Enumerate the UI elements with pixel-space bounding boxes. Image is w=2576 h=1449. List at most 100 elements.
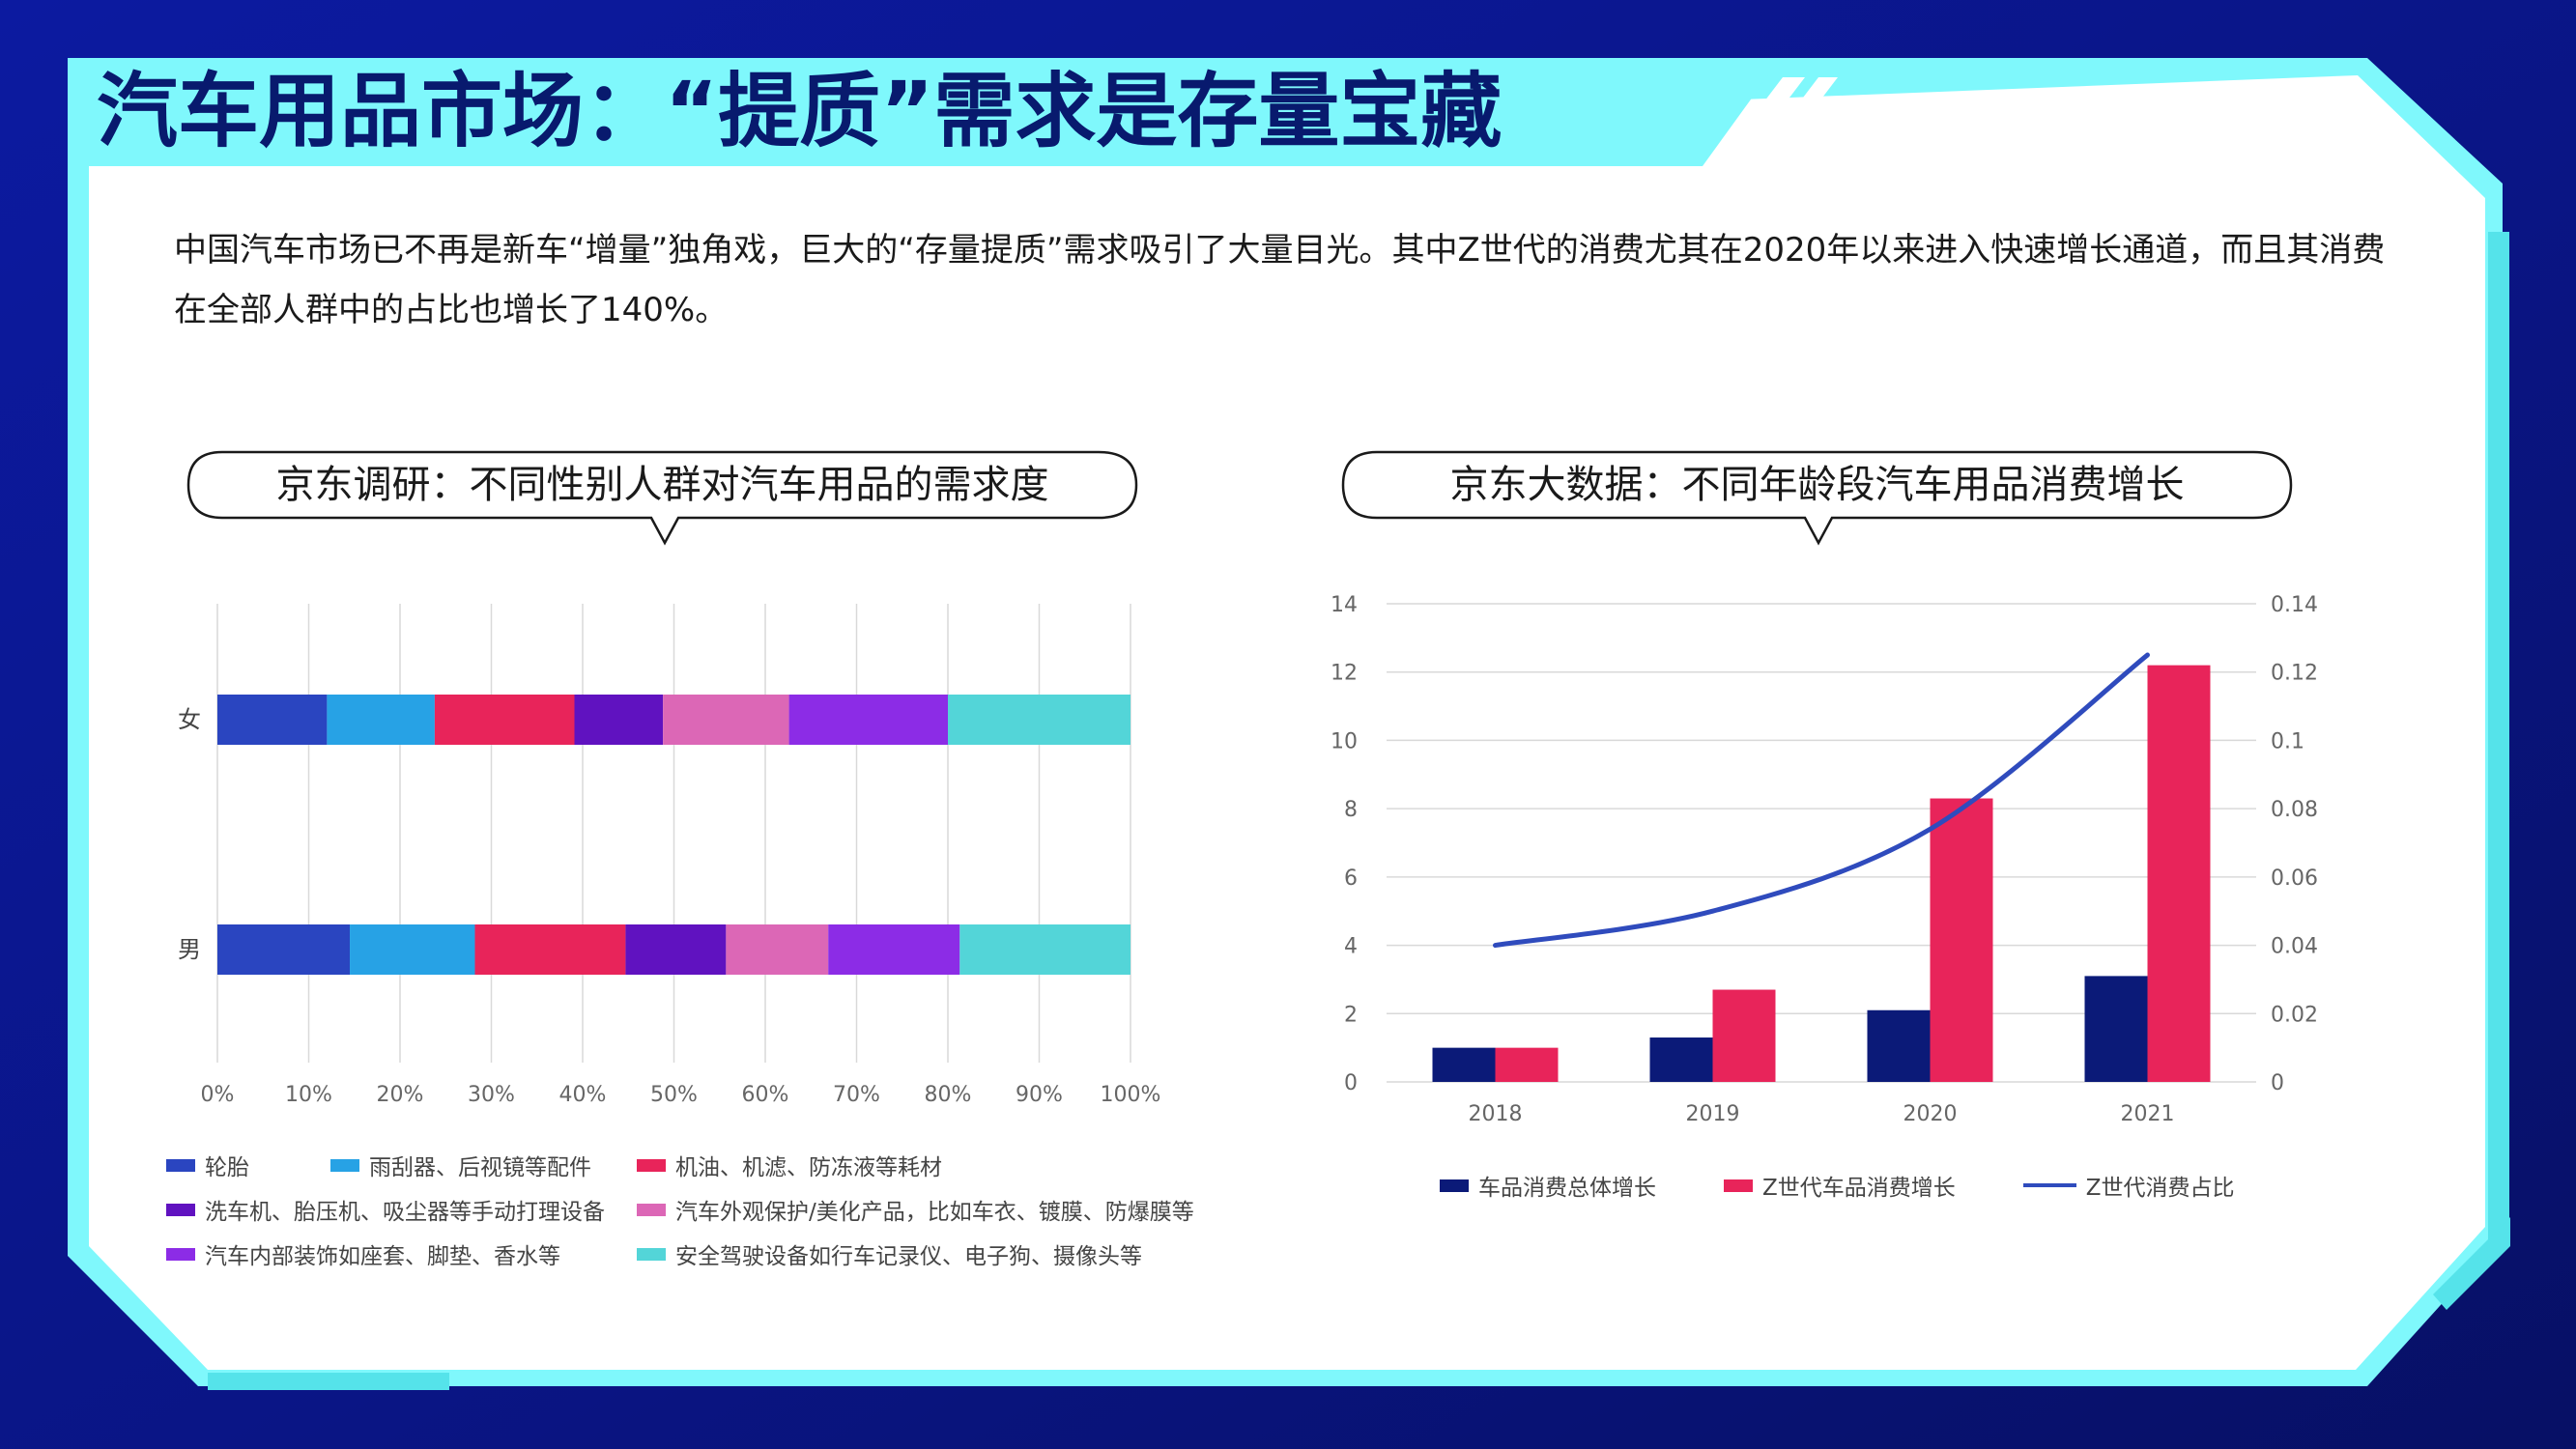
right-edge-accent <box>2488 232 2509 1246</box>
chart1-bar-segment <box>828 924 960 975</box>
chart1-x-tick-label: 70% <box>833 1083 880 1107</box>
intro-paragraph: 中国汽车市场已不再是新车“增量”独角戏，巨大的“存量提质”需求吸引了大量目光。其… <box>174 231 2386 329</box>
chart1-bar-segment <box>726 924 829 975</box>
gender-demand-chart: 0% 10% 20% 30% 40% 50% 60% 70% 80% 90% 100% 女男 <box>178 604 1161 1107</box>
chart1-bar-segment <box>217 924 351 975</box>
chart1-bar-segment <box>217 695 328 745</box>
chart1-bar-segment <box>350 924 475 975</box>
chart2-x-tick-label: 2020 <box>1903 1102 1958 1126</box>
legend-swatch <box>1724 1179 1753 1192</box>
chart2-bar <box>1867 1009 1931 1082</box>
chart2-bar <box>2084 976 2148 1082</box>
chart1-legend-row: 轮胎 雨刮器、后视镜等配件 机油、机滤、防冻液等耗材 <box>166 1149 1216 1181</box>
chart1-bar-segment <box>474 924 626 975</box>
chart2-x-tick-label: 2018 <box>1469 1102 1523 1126</box>
chart1-legend-item: 轮胎 <box>166 1149 330 1181</box>
legend-swatch <box>1440 1179 1469 1192</box>
legend-swatch <box>330 1158 359 1172</box>
legend-label: Z世代消费占比 <box>2085 1176 2235 1201</box>
chart1-legend-item: 雨刮器、后视镜等配件 <box>330 1149 637 1181</box>
chart1-legend-row: 洗车机、胎压机、吸尘器等手动打理设备 汽车外观保护/美化产品，比如车衣、镀膜、防爆… <box>166 1197 1216 1225</box>
legend-label: 安全驾驶设备如行车记录仪、电子狗、摄像头等 <box>675 1244 1142 1269</box>
chart1-x-tick-label: 30% <box>468 1083 515 1107</box>
chart2-bar <box>1712 989 1776 1082</box>
corner-accent <box>2433 1217 2510 1310</box>
chart1-x-tick-label: 10% <box>285 1083 332 1107</box>
legend-label: 机油、机滤、防冻液等耗材 <box>675 1155 942 1180</box>
chart2-y-tick-label: 8 <box>1344 798 1358 822</box>
chart1-x-tick-label: 90% <box>1016 1083 1063 1107</box>
legend-label: 车品消费总体增长 <box>1478 1176 1656 1201</box>
chart2-y-tick-label: 2 <box>1344 1003 1358 1027</box>
chart2-y-tick-label: 4 <box>1344 935 1358 959</box>
chart1-title-bubble <box>186 450 1138 546</box>
chart2-legend-item: Z世代车品消费增长 <box>1724 1169 1956 1202</box>
legend-swatch <box>166 1158 195 1172</box>
chart1-legend-item: 汽车外观保护/美化产品，比如车衣、镀膜、防爆膜等 <box>637 1193 1216 1226</box>
title-band <box>68 58 2106 166</box>
chart1-bar-segment <box>434 695 575 745</box>
page-title: 汽车用品市场：“提质”需求是存量宝藏 <box>97 64 1503 158</box>
chart2-y2-tick-label: 0.12 <box>2271 662 2318 686</box>
chart1-bar-segment <box>327 695 435 745</box>
title-stripe-1 <box>1715 77 1805 166</box>
chart1-x-tick-label: 40% <box>559 1083 607 1107</box>
bottom-edge-accent <box>208 1373 449 1390</box>
chart1-bar-segment <box>948 695 1131 745</box>
chart1-x-tick-label: 100% <box>1101 1083 1161 1107</box>
chart2-y2-tick-label: 0.08 <box>2271 798 2318 822</box>
chart1-legend-item: 汽车内部装饰如座套、脚垫、香水等 <box>166 1237 637 1270</box>
chart2-bar <box>1649 1037 1713 1082</box>
chart2-bar <box>2147 665 2211 1082</box>
chart2-y-tick-label: 0 <box>1344 1071 1358 1095</box>
legend-label: 汽车外观保护/美化产品，比如车衣、镀膜、防爆膜等 <box>675 1200 1194 1225</box>
chart2-y-tick-label: 12 <box>1331 662 1358 686</box>
legend-swatch <box>637 1203 666 1216</box>
chart1-bar-segment <box>663 695 789 745</box>
chart2-y-tick-label: 10 <box>1331 729 1358 753</box>
legend-swatch <box>637 1158 666 1172</box>
legend-swatch <box>166 1247 195 1261</box>
chart2-x-tick-label: 2019 <box>1686 1102 1740 1126</box>
chart2-legend-item: Z世代消费占比 <box>2022 1169 2235 1202</box>
chart1-legend-item: 安全驾驶设备如行车记录仪、电子狗、摄像头等 <box>637 1237 1216 1270</box>
chart2-y2-tick-label: 0.02 <box>2271 1003 2318 1027</box>
chart2-share-line <box>1493 652 2150 949</box>
chart1-category-label: 女 <box>178 706 201 733</box>
chart2-bar <box>1432 1047 1496 1082</box>
legend-swatch <box>166 1203 195 1216</box>
chart2-x-tick-label: 2021 <box>2121 1102 2175 1126</box>
chart1-title: 京东调研：不同性别人群对汽车用品的需求度 <box>275 463 1049 507</box>
chart2-y2-tick-label: 0.06 <box>2271 867 2318 891</box>
chart2-y2-tick-label: 0.14 <box>2271 593 2318 617</box>
legend-swatch <box>637 1247 666 1261</box>
chart2-y2-tick-label: 0.04 <box>2271 935 2318 959</box>
chart2-bar <box>1930 798 1993 1082</box>
chart1-bar-segment <box>788 695 948 745</box>
chart1-legend-item: 洗车机、胎压机、吸尘器等手动打理设备 <box>166 1193 637 1226</box>
chart1-x-tick-label: 0% <box>201 1083 235 1107</box>
legend-label: 汽车内部装饰如座套、脚垫、香水等 <box>205 1244 560 1269</box>
chart2-y-tick-label: 14 <box>1331 593 1358 617</box>
chart1-x-tick-label: 80% <box>925 1083 972 1107</box>
chart1-bar-segment <box>574 695 664 745</box>
chart1-category-label: 男 <box>178 936 201 963</box>
legend-label: 洗车机、胎压机、吸尘器等手动打理设备 <box>205 1200 605 1225</box>
title-stripe-2 <box>1751 77 1838 166</box>
chart1-x-tick-label: 50% <box>650 1083 698 1107</box>
chart2-y2-tick-label: 0 <box>2271 1071 2284 1095</box>
chart1-legend-row: 汽车内部装饰如座套、脚垫、香水等 安全驾驶设备如行车记录仪、电子狗、摄像头等 <box>166 1241 1216 1269</box>
chart2-title-bubble <box>1341 450 2293 546</box>
legend-swatch <box>2022 1183 2076 1187</box>
chart1-legend-item: 机油、机滤、防冻液等耗材 <box>637 1149 1023 1181</box>
chart1-bar-segment <box>959 924 1131 975</box>
chart2-y-tick-label: 6 <box>1344 867 1358 891</box>
chart1-x-tick-label: 20% <box>377 1083 424 1107</box>
chart2-y2-tick-label: 0.1 <box>2271 729 2304 753</box>
chart1-bar-segment <box>625 924 727 975</box>
chart2-bar <box>1495 1047 1559 1082</box>
age-growth-chart: 0 2 4 6 8 10 12 14 0 0.02 0.04 0.06 0.08 0.1 0.12 0.14 2… <box>1331 593 2318 1126</box>
chart1-legend: 轮胎 雨刮器、后视镜等配件 机油、机滤、防冻液等耗材洗车机、胎压机、吸尘器等手动打理… <box>166 1149 1216 1269</box>
legend-label: 雨刮器、后视镜等配件 <box>369 1155 591 1180</box>
